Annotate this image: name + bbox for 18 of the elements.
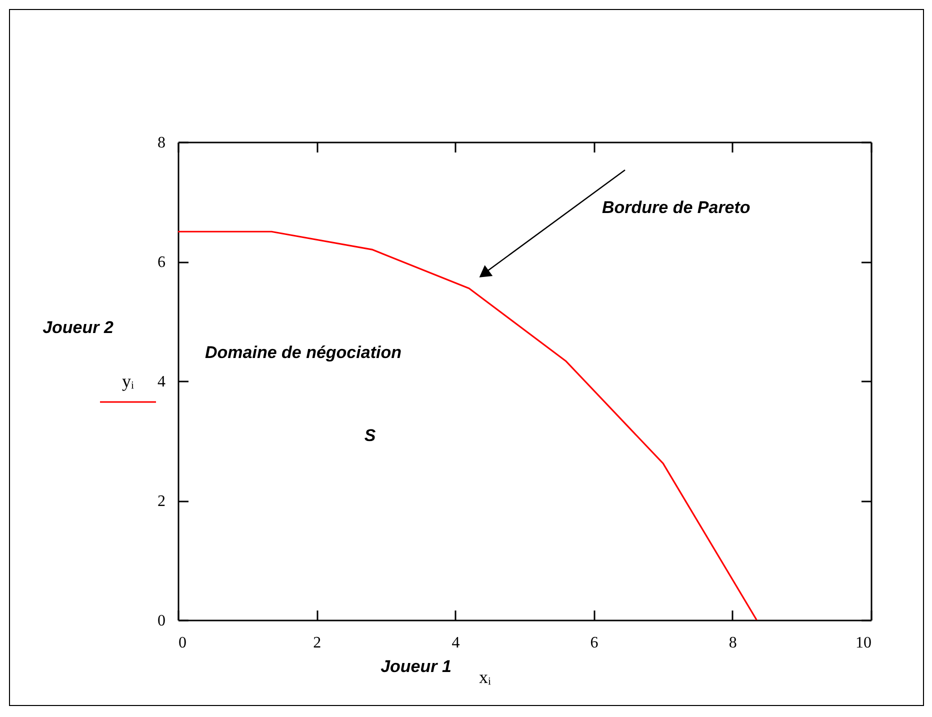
y-tick-label: 6 xyxy=(158,254,166,271)
x-tick-label: 2 xyxy=(313,634,322,652)
y-tick-label: 2 xyxy=(158,493,166,510)
x-tick-label: 0 xyxy=(178,634,186,652)
y-tick-label: 4 xyxy=(158,374,166,390)
x-tick-label: 6 xyxy=(590,634,598,652)
x-axis-title: Joueur 1 xyxy=(380,657,452,676)
y-tick-label: 0 xyxy=(158,612,166,630)
text: yᵢ xyxy=(122,371,134,391)
y-tick-label: 8 xyxy=(158,134,166,152)
annotation: Domaine de négociation xyxy=(205,343,402,362)
annotation: Bordure de Pareto xyxy=(602,198,750,217)
x-tick-label: 8 xyxy=(728,634,737,652)
annotation: S xyxy=(364,426,376,445)
x-tick-label: 4 xyxy=(452,634,460,652)
text: xᵢ xyxy=(479,667,492,687)
y-axis-title: Joueur 2 xyxy=(42,318,114,337)
x-tick-label: 10 xyxy=(856,634,872,652)
